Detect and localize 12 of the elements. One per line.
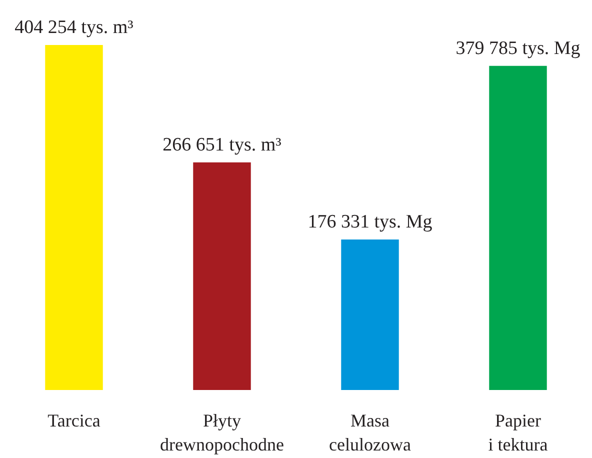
bar xyxy=(45,45,103,390)
data-label: 379 785 tys. Mg xyxy=(456,38,581,59)
bar xyxy=(193,162,251,390)
x-tick-label: Płyty drewnopochodne xyxy=(160,410,284,454)
data-label: 404 254 tys. m³ xyxy=(14,17,134,38)
bar xyxy=(341,240,399,390)
data-label: 266 651 tys. m³ xyxy=(162,134,282,156)
x-tick-label: Masa celulozowa xyxy=(329,410,411,454)
bar xyxy=(489,66,547,390)
x-tick-label: Tarcica xyxy=(48,410,100,430)
data-label: 176 331 tys. Mg xyxy=(308,212,433,233)
x-tick-label: Papier i tektura xyxy=(488,410,548,454)
